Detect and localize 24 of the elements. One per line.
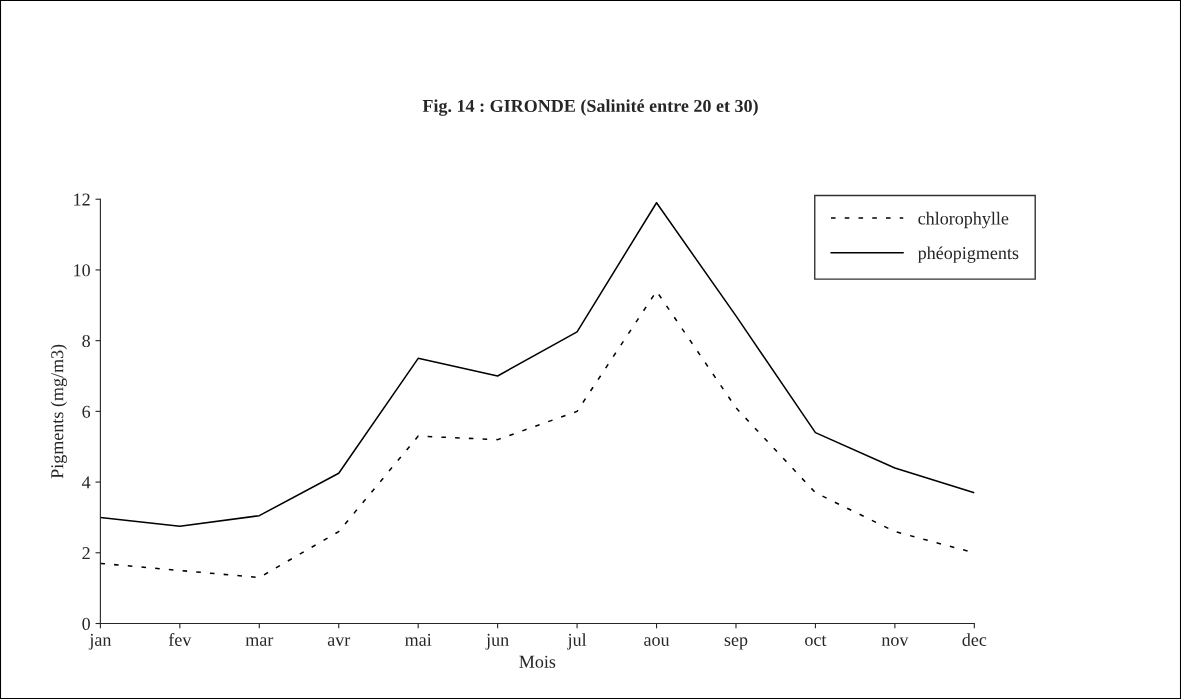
x-tick-label: jan — [88, 633, 112, 650]
legend-label: phéopigments — [917, 246, 1019, 263]
chart-title: Fig. 14 : GIRONDE (Salinité entre 20 et 30) — [422, 99, 758, 116]
y-tick-label: 10 — [74, 264, 90, 277]
x-tick-label: mar — [245, 637, 274, 646]
x-tick-label: jun — [485, 633, 509, 650]
x-tick-label: avr — [327, 637, 351, 646]
y-tick-label: 2 — [82, 547, 90, 560]
y-tick-label: 12 — [74, 193, 90, 206]
x-tick-label: aou — [644, 637, 670, 646]
x-tick-label: sep — [724, 637, 748, 650]
y-tick-label: 8 — [82, 334, 90, 348]
x-tick-label: mai — [405, 633, 432, 646]
x-tick-label: oct — [805, 635, 827, 646]
y-tick-label: 6 — [82, 405, 91, 418]
x-tick-label: dec — [962, 633, 987, 646]
x-tick-label: jul — [567, 633, 587, 650]
x-tick-label: nov — [881, 637, 909, 646]
y-tick-label: 0 — [82, 617, 90, 630]
legend-label: chlorophylle — [918, 211, 1009, 229]
x-tick-label: fev — [168, 633, 192, 646]
x-axis-title: Mois — [519, 655, 556, 668]
y-tick-label: 4 — [81, 476, 91, 489]
y-axis-title: Pigments (mg/m3) — [50, 344, 68, 479]
